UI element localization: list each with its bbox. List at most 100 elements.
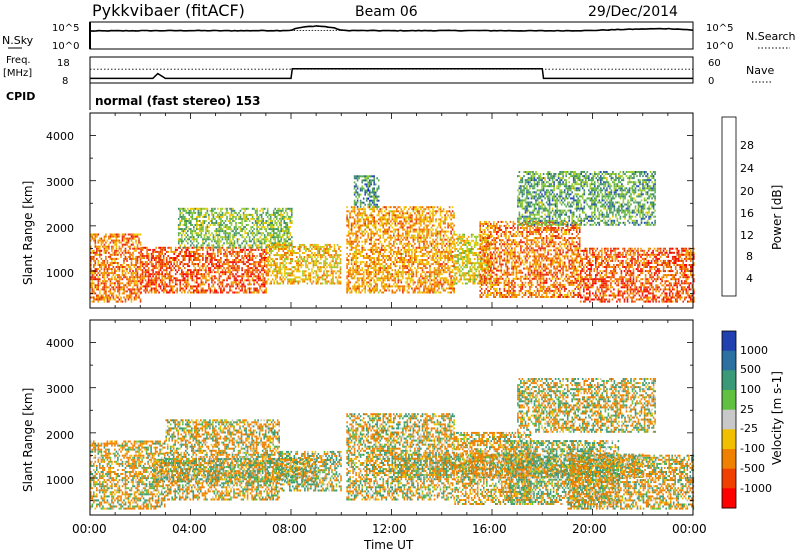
heatmap-cell [91,237,94,240]
heatmap-cell [102,280,104,283]
heatmap-cell [394,246,397,249]
heatmap-cell [214,238,216,241]
heatmap-cell [120,266,122,268]
heatmap-cell [184,250,186,253]
heatmap-cell [185,255,188,257]
heatmap-cell [441,252,443,255]
heatmap-cell [290,243,292,246]
heatmap-cell [179,281,181,284]
heatmap-cell [399,238,401,241]
heatmap-cell [190,244,192,247]
heatmap-cell [423,259,425,261]
heatmap-cell [99,270,101,273]
heatmap-cell [190,220,192,222]
heatmap-cell [326,282,328,285]
heatmap-cell [205,277,207,280]
heatmap-cell [158,285,160,288]
heatmap-cell [426,240,428,243]
heatmap-cell [220,281,222,284]
heatmap-cell [135,274,137,277]
heatmap-cell [257,230,260,233]
heatmap-cell [108,245,110,248]
heatmap-cell [376,248,378,251]
heatmap-cell [282,209,284,212]
heatmap-cell [232,283,234,286]
heatmap-cell [253,289,255,292]
heatmap-cell [362,279,365,282]
heatmap-cell [208,222,210,224]
heatmap-cell [123,249,125,252]
heatmap-cell [159,246,162,249]
heatmap-cell [221,213,224,216]
heatmap-cell [144,279,147,282]
heatmap-cell [152,265,154,268]
heatmap-cell [253,238,255,241]
heatmap-cell [139,276,142,279]
heatmap-cell [152,275,154,278]
heatmap-cell [397,248,400,251]
heatmap-cell [111,276,113,279]
heatmap-cell [244,263,246,266]
heatmap-cell [276,262,278,265]
heatmap-cell [290,268,292,271]
heatmap-cell [150,281,153,284]
heatmap-cell [206,265,209,268]
heatmap-cell [167,291,169,294]
heatmap-cell [347,210,350,213]
heatmap-cell [248,289,251,292]
heatmap-cell [338,262,340,265]
heatmap-cell [235,252,237,255]
heatmap-cell [168,271,171,274]
heatmap-cell [227,220,230,222]
heatmap-cell [263,228,266,231]
heatmap-cell [206,246,209,249]
heatmap-cell [397,252,400,255]
heatmap-cell [409,248,412,251]
heatmap-cell [138,241,140,244]
heatmap-cell [270,274,272,277]
heatmap-cell [435,273,437,276]
heatmap-cell [150,261,153,264]
heatmap-cell [251,248,254,251]
heatmap-cell [362,206,365,209]
heatmap-cell [427,212,430,215]
heatmap-cell [417,218,419,221]
heatmap-cell [200,255,203,257]
heatmap-cell [312,272,315,275]
heatmap-cell [167,267,169,270]
heatmap-cell [349,248,351,251]
heatmap-cell [352,265,354,268]
heatmap-cell [105,288,107,291]
heatmap-cell [253,242,255,245]
heatmap-cell [296,264,298,267]
heatmap-cell [373,232,375,235]
heatmap-cell [135,259,137,262]
heatmap-cell [400,259,403,261]
heatmap-cell [217,238,219,241]
heatmap-cell [194,252,197,255]
heatmap-cell [184,230,186,233]
heatmap-cell [159,255,162,257]
heatmap-cell [444,216,446,219]
heatmap-cell [185,273,188,276]
heatmap-cell [108,272,110,275]
heatmap-cell [403,248,406,251]
heatmap-cell [336,282,339,285]
heatmap-cell [218,213,221,216]
heatmap-cell [396,234,398,237]
heatmap-cell [288,244,290,247]
heatmap-cell [288,272,291,275]
heatmap-cell [238,283,240,286]
heatmap-cell [426,259,428,261]
heatmap-cell [256,228,258,231]
heatmap-cell [402,277,404,280]
heatmap-cell [302,274,304,277]
heatmap-cell [185,252,188,255]
heatmap-cell [109,280,112,283]
heatmap-cell [188,238,191,241]
heatmap-cell [242,248,245,251]
heatmap-cell [414,248,416,251]
heatmap-cell [445,257,448,259]
heatmap-cell [274,228,276,231]
